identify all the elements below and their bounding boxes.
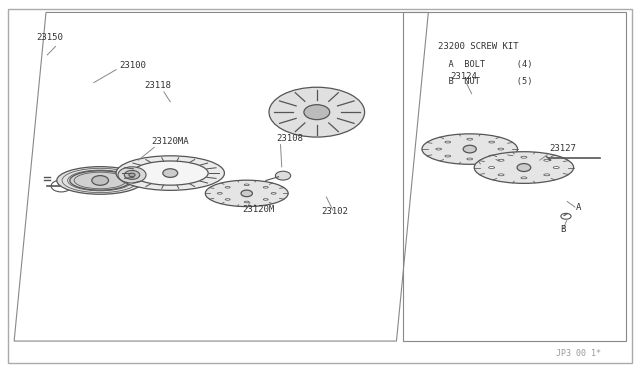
Circle shape [163,169,178,177]
Text: A  BOLT      (4): A BOLT (4) [438,61,532,70]
Ellipse shape [498,159,504,161]
Text: 23127: 23127 [549,144,576,153]
Ellipse shape [474,152,573,183]
Text: 23118: 23118 [145,81,172,90]
Text: 23120M: 23120M [243,205,275,214]
Ellipse shape [489,141,495,143]
Circle shape [517,164,531,171]
Ellipse shape [521,177,527,179]
Ellipse shape [422,134,518,164]
Ellipse shape [488,167,495,169]
Circle shape [275,171,291,180]
Text: 23200 SCREW KIT: 23200 SCREW KIT [438,42,518,51]
Ellipse shape [225,186,230,188]
Text: 23100: 23100 [119,61,146,70]
Ellipse shape [436,148,442,150]
Ellipse shape [467,138,472,140]
Circle shape [124,170,140,179]
Ellipse shape [70,171,131,190]
Ellipse shape [57,167,143,194]
Ellipse shape [498,148,504,150]
Ellipse shape [521,156,527,158]
Ellipse shape [263,199,268,200]
Ellipse shape [544,159,550,161]
Circle shape [118,167,146,183]
Ellipse shape [132,161,208,185]
Circle shape [241,190,252,197]
Text: 23124: 23124 [451,72,477,81]
Ellipse shape [445,155,451,157]
Text: 23120MA: 23120MA [151,137,189,145]
Text: B  NUT       (5): B NUT (5) [438,77,532,86]
Ellipse shape [116,156,225,190]
Ellipse shape [225,199,230,200]
Text: 23102: 23102 [321,207,348,216]
Text: B: B [560,225,566,234]
Text: 23108: 23108 [276,134,303,143]
Text: 23150: 23150 [36,33,63,42]
Circle shape [304,105,330,120]
Circle shape [463,145,476,153]
Ellipse shape [553,167,559,169]
Ellipse shape [271,193,276,194]
Ellipse shape [467,158,472,160]
Circle shape [92,176,109,185]
Ellipse shape [498,174,504,176]
Ellipse shape [269,87,365,137]
Circle shape [129,173,135,177]
Ellipse shape [244,184,249,186]
Ellipse shape [544,174,550,176]
Text: A: A [576,203,582,212]
Ellipse shape [263,186,268,188]
Ellipse shape [218,193,222,194]
Ellipse shape [205,180,288,206]
Ellipse shape [244,201,249,203]
Text: JP3 00 1*: JP3 00 1* [556,349,601,358]
Ellipse shape [489,155,495,157]
Ellipse shape [445,141,451,143]
